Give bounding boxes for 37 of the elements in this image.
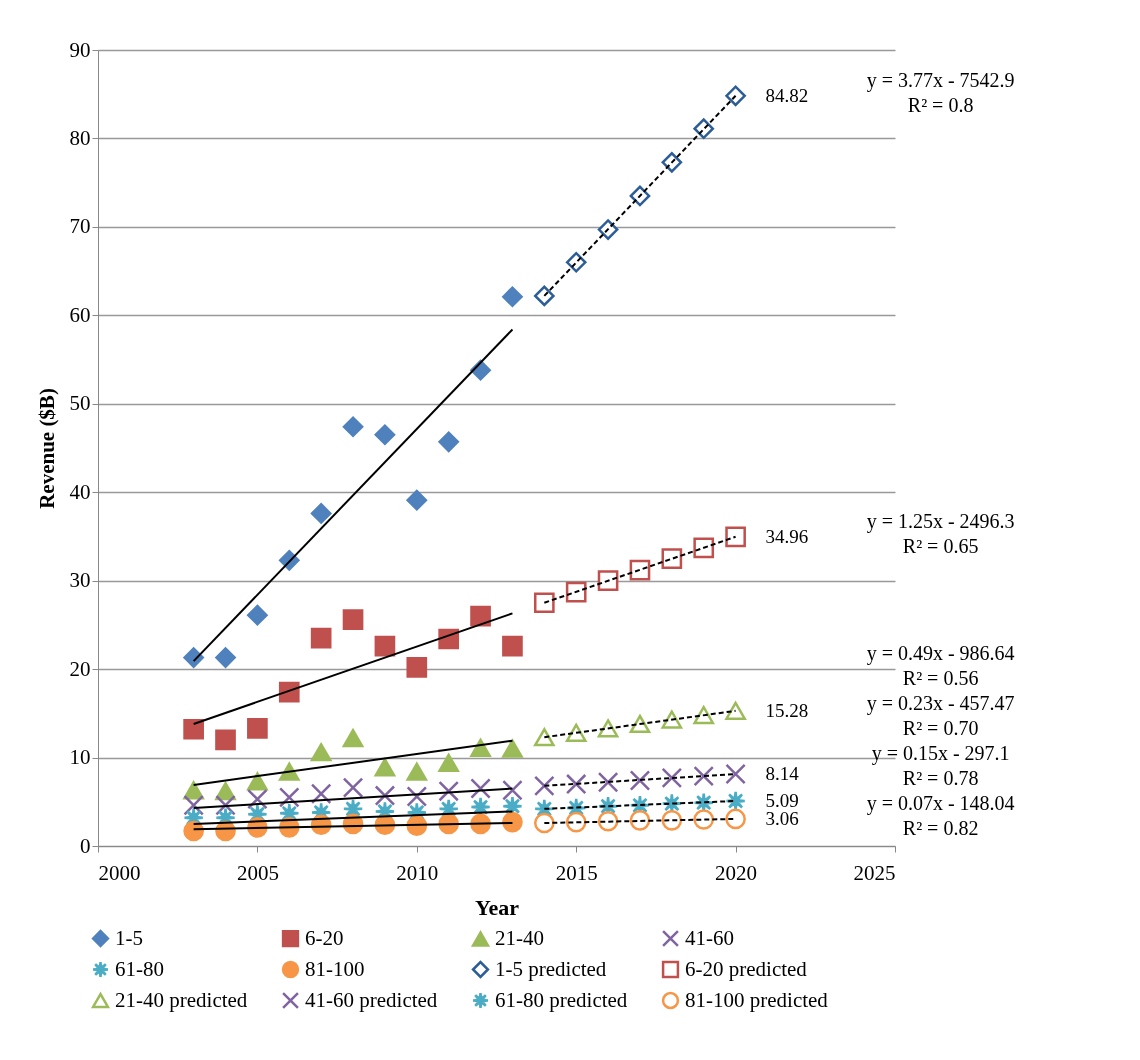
data-label: 15.28 (765, 699, 809, 721)
annotation: y = 1.25x - 2496.3 R² = 0.65 (866, 509, 1015, 557)
y-tick-label: 80 (69, 125, 91, 150)
legend-label: 41-60 (685, 925, 734, 950)
x-tick-label: 2025 (853, 860, 896, 885)
y-axis-title: Revenue ($B) (34, 388, 59, 509)
x-tick-label: 2010 (396, 860, 439, 885)
legend-label: 21-40 (495, 926, 544, 951)
legend-label: 81-100 (305, 956, 365, 981)
legend-label: 41-60 predicted (305, 987, 438, 1012)
legend-label: 61-80 (115, 956, 164, 981)
annotation: y = 3.77x - 7542.9 R² = 0.8 (866, 68, 1015, 116)
legend-label: 6-20 (305, 925, 344, 950)
y-tick-label: 30 (69, 568, 91, 593)
data-label: 84.82 (765, 84, 809, 106)
data-label: 34.96 (765, 525, 809, 547)
y-tick-label: 90 (69, 37, 91, 62)
y-tick-label: 60 (69, 302, 91, 327)
x-tick-label: 2020 (715, 860, 758, 885)
x-tick-label: 2005 (236, 860, 279, 885)
y-tick-label: 10 (69, 745, 91, 770)
legend-label: 6-20 predicted (685, 956, 808, 981)
annotation: y = 0.07x - 148.04 R² = 0.82 (866, 791, 1015, 839)
x-tick-label: 2000 (98, 860, 141, 885)
x-axis-title: Year (475, 894, 520, 920)
legend-label: 81-100 predicted (685, 987, 829, 1012)
legend-label: 1-5 (115, 925, 143, 950)
y-tick-label: 0 (80, 833, 91, 858)
y-tick-label: 50 (69, 391, 91, 416)
legend-label: 61-80 predicted (495, 987, 628, 1012)
x-tick-label: 2015 (555, 860, 598, 885)
legend-label: 1-5 predicted (495, 956, 607, 981)
legend-label: 21-40 predicted (115, 987, 248, 1012)
data-label: 8.14 (765, 763, 800, 785)
y-tick-label: 20 (69, 656, 91, 681)
y-tick-label: 40 (69, 479, 91, 504)
y-tick-label: 70 (69, 214, 91, 239)
